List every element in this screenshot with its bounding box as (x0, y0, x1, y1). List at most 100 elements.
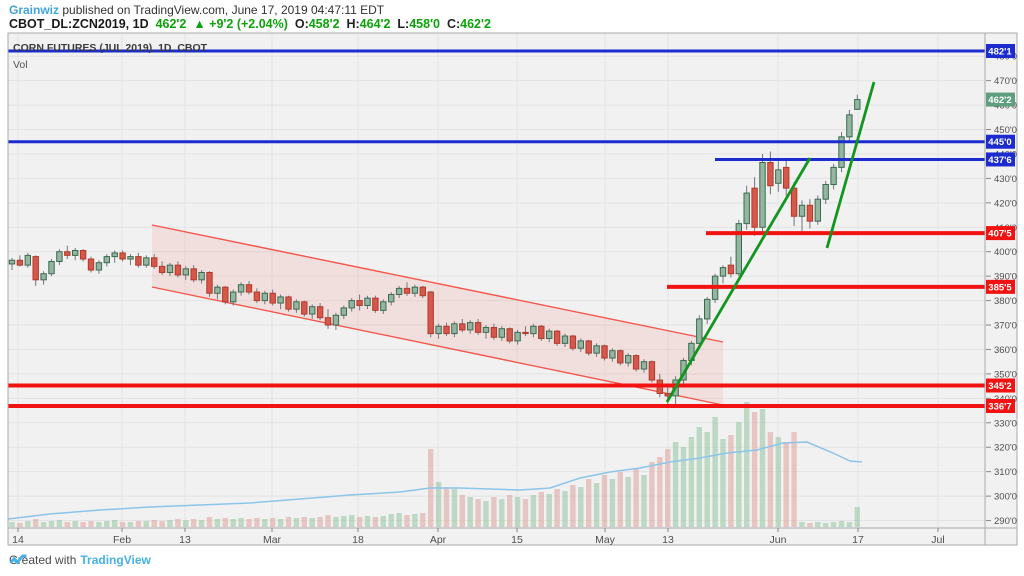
volume-bar (633, 469, 639, 527)
volume-bar (435, 482, 442, 527)
volume-bar (601, 475, 608, 527)
volume-bar (64, 522, 70, 527)
volume-bar (736, 422, 742, 527)
candle-body (261, 292, 269, 302)
volume-bar (838, 521, 845, 527)
candle-body (696, 318, 703, 344)
last-price: 462'2 (155, 17, 187, 31)
volume-bar (483, 501, 489, 527)
volume-bar (720, 439, 726, 527)
time-tick-label: Mar (263, 534, 282, 546)
candle-body (632, 355, 640, 370)
level-price-tag-text: 336'7 (988, 401, 1011, 412)
time-tick-label: Apr (430, 534, 447, 546)
volume-bar (88, 521, 94, 527)
candle-body (775, 169, 782, 184)
chart-frame (7, 32, 1018, 546)
volume-bar (657, 457, 663, 527)
level-price-tag-text: 445'0 (988, 137, 1011, 148)
price-tick-label: 290'0 (994, 516, 1017, 527)
candle-body (814, 198, 821, 222)
volume-pane (9, 402, 860, 527)
price-tick-label: 450'0 (994, 125, 1017, 136)
volume-bar (823, 523, 829, 527)
price-tick-label: 430'0 (994, 174, 1017, 185)
candle-body (111, 252, 118, 258)
volume-bar (562, 491, 568, 527)
level-price-tag-bg (986, 134, 1015, 149)
candle-body (8, 259, 16, 265)
last-price-tag: 462'2 (986, 92, 1015, 107)
candle-body (206, 271, 213, 294)
candle-body (593, 345, 600, 354)
candle-body (451, 323, 458, 335)
volume-bar (728, 435, 734, 527)
volume-bar (420, 513, 426, 527)
candle-body (806, 204, 814, 222)
time-tick-label: 17 (852, 534, 864, 546)
candle-body (546, 330, 553, 339)
candle-body (87, 258, 95, 271)
candle-body (411, 286, 419, 294)
level-price-tag-text: 385'5 (988, 282, 1012, 293)
candle-body (482, 326, 490, 333)
candle-body (293, 301, 300, 310)
candle-body (190, 268, 197, 281)
volume-bar (767, 432, 774, 527)
candle-body (388, 293, 395, 303)
time-tick-label: 13 (179, 534, 191, 546)
publish-info: Grainwiz published on TradingView.com, J… (9, 3, 384, 17)
volume-bar (443, 487, 450, 527)
candle-body (32, 256, 39, 281)
volume-bar (119, 522, 126, 527)
volume-bar (183, 520, 189, 527)
volume-bar (696, 427, 702, 527)
volume-bar (522, 499, 529, 527)
tradingview-link[interactable]: TradingView (80, 553, 151, 567)
volume-bar (40, 522, 47, 527)
open-label: O: (294, 17, 309, 31)
trend-line (825, 81, 876, 249)
volume-bar (112, 520, 118, 527)
candle-body (443, 325, 450, 335)
volume-bar (33, 519, 39, 527)
volume-bar (617, 472, 623, 527)
close-label: C: (446, 17, 461, 31)
volume-bar (712, 417, 718, 527)
time-tick-label: 18 (352, 534, 364, 546)
volume-bar (704, 432, 710, 527)
volume-bar (641, 475, 647, 527)
candle-body (704, 298, 711, 320)
candle-body (498, 328, 506, 338)
candle-body (356, 300, 363, 306)
volume-bar (649, 462, 655, 527)
price-tick-label: 370'0 (994, 321, 1017, 332)
candle-body (253, 291, 261, 302)
volume-bar (222, 518, 228, 527)
candle-body (16, 259, 24, 266)
volume-bar (56, 520, 63, 527)
tradingview-logo-icon (9, 554, 27, 565)
time-tick-label: May (595, 534, 616, 546)
level-price-tag-bg (986, 279, 1015, 294)
candle-body (838, 136, 845, 168)
level-price-tag-bg (986, 226, 1015, 241)
author-link[interactable]: Grainwiz (9, 3, 60, 17)
candle-body (135, 256, 142, 266)
volume-bar (293, 518, 300, 527)
level-price-tag-text: 482'1 (988, 47, 1012, 58)
volume-bar (333, 517, 339, 527)
candle-body (506, 328, 513, 342)
high-value: 464'2 (359, 17, 391, 31)
volume-bar (751, 412, 758, 527)
candle-body (119, 252, 126, 260)
candle-body (561, 335, 569, 344)
level-price-tag-text: 345'2 (988, 381, 1011, 392)
level-price-tag-bg (986, 378, 1015, 393)
candle-body (474, 322, 482, 333)
candle-body (127, 256, 134, 260)
channel-upper-line (151, 224, 724, 343)
candle-body (372, 297, 379, 311)
candle-body (395, 287, 403, 295)
